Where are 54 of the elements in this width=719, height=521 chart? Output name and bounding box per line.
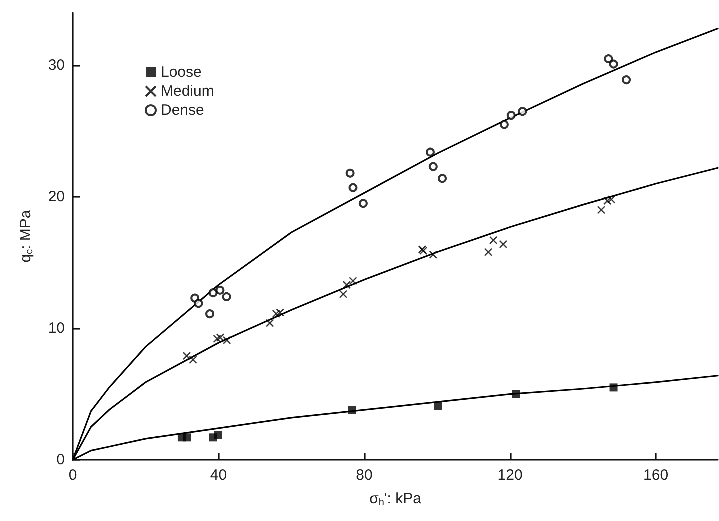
point <box>603 196 612 206</box>
point <box>222 292 232 302</box>
point <box>272 310 280 318</box>
point <box>358 199 368 208</box>
point <box>266 319 274 328</box>
x-tick-label: 160 <box>644 467 669 484</box>
point <box>222 336 232 345</box>
point <box>500 120 509 130</box>
y-tick-label: 20 <box>48 188 65 206</box>
legend-label: Loose <box>161 64 202 81</box>
point <box>194 299 204 308</box>
point <box>276 308 284 317</box>
x-tick-label: 120 <box>498 467 523 484</box>
x-tick-label: 0 <box>68 467 78 484</box>
point <box>339 290 348 298</box>
y-tick-label: 30 <box>48 57 65 74</box>
point <box>512 390 520 398</box>
point <box>348 406 356 414</box>
point <box>428 162 438 172</box>
point <box>610 384 618 392</box>
point <box>604 54 614 64</box>
x-tick-label: 40 <box>210 467 228 484</box>
point <box>206 310 215 319</box>
point <box>214 431 222 440</box>
point <box>182 352 192 360</box>
point <box>429 250 438 260</box>
point <box>489 236 498 245</box>
point <box>348 183 358 192</box>
point <box>208 288 218 298</box>
point <box>484 248 493 256</box>
point <box>438 174 448 184</box>
point <box>597 206 606 214</box>
point <box>346 168 355 178</box>
point <box>183 434 192 442</box>
point <box>213 334 222 344</box>
x-tick-label: 80 <box>356 467 373 484</box>
y-axis-title: qc: MPa <box>18 210 36 263</box>
point <box>607 196 616 204</box>
legend-label: Dense <box>161 102 204 119</box>
point <box>518 107 528 116</box>
point <box>349 277 358 286</box>
point <box>426 148 435 157</box>
point <box>216 286 225 295</box>
point <box>342 280 352 290</box>
legend-label: Medium <box>161 83 214 100</box>
point <box>216 334 225 342</box>
point <box>434 402 442 410</box>
point <box>622 76 632 85</box>
point <box>189 356 198 364</box>
point <box>506 111 516 120</box>
y-tick-label: 10 <box>48 320 65 338</box>
point <box>499 240 508 249</box>
y-tick-label: 0 <box>56 452 65 468</box>
point <box>609 60 618 69</box>
